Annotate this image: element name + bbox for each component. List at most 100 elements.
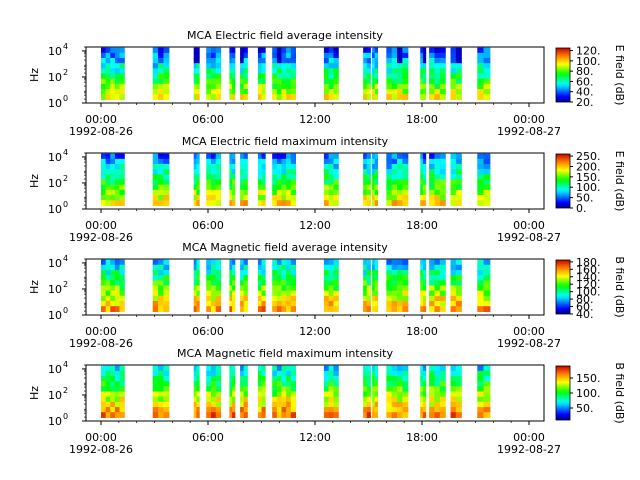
heatmap-cell (114, 58, 121, 64)
heatmap-cell (323, 306, 330, 312)
heatmap-cell (119, 391, 125, 398)
heatmap-cell (366, 158, 371, 165)
heatmap-cell (450, 68, 457, 75)
heatmap-cell (152, 280, 159, 287)
heatmap-cell (363, 164, 368, 170)
heatmap-cell (374, 83, 379, 90)
heatmap-cell (240, 295, 245, 302)
heatmap-cell (206, 285, 212, 292)
heatmap-cell (196, 295, 200, 302)
heatmap-cell (420, 280, 424, 287)
heatmap-cell (420, 370, 424, 377)
heatmap-cell (101, 401, 107, 408)
heatmap-cell (386, 407, 393, 413)
heatmap-cell (290, 52, 296, 59)
heatmap-cell (229, 195, 233, 201)
heatmap-cell (215, 376, 222, 382)
heatmap-cell (163, 83, 170, 90)
heatmap-cell (483, 153, 491, 160)
heatmap-cell (215, 401, 222, 408)
heatmap-cell (281, 376, 287, 382)
heatmap-cell (193, 189, 197, 196)
heatmap-cell (276, 376, 283, 382)
heatmap-cell (163, 164, 170, 170)
heatmap-cell (101, 370, 107, 377)
y-tick-exponent: 0 (63, 412, 68, 421)
heatmap-cell (215, 290, 222, 297)
heatmap-cell (232, 391, 236, 398)
heatmap-cell (240, 89, 245, 95)
heatmap-cell (240, 301, 245, 307)
heatmap-cell (272, 200, 278, 206)
heatmap-cell (290, 179, 296, 186)
heatmap-cell (110, 89, 116, 95)
heatmap-cell (286, 52, 292, 59)
heatmap-cell (243, 52, 248, 59)
heatmap-cell (152, 270, 159, 276)
heatmap-cell (240, 189, 245, 196)
heatmap-cell (158, 295, 165, 302)
colorbar-tick-label: 250. (576, 150, 601, 163)
heatmap-cell (101, 259, 107, 266)
heatmap-cell (240, 184, 245, 191)
heatmap-cell (206, 83, 212, 90)
heatmap-cell (455, 179, 462, 186)
heatmap-cell (286, 270, 292, 276)
heatmap-cell (333, 401, 339, 408)
heatmap-cell (114, 365, 121, 372)
heatmap-cell (391, 83, 398, 90)
heatmap-cell (257, 370, 263, 377)
heatmap-cell (477, 52, 485, 59)
heatmap-cell (439, 376, 446, 382)
heatmap-cell (240, 52, 245, 59)
heatmap-cell (477, 306, 485, 312)
heatmap-cell (328, 169, 335, 175)
heatmap-cell (386, 264, 393, 271)
heatmap-cell (210, 89, 217, 95)
y-axis-label: Hz (28, 68, 41, 82)
heatmap-cell (281, 153, 287, 160)
heatmap-cell (366, 200, 371, 206)
heatmap-cell (397, 275, 403, 281)
heatmap-cell (422, 184, 427, 191)
heatmap-cell (261, 83, 266, 90)
heatmap-cell (366, 270, 371, 276)
heatmap-cell (439, 391, 446, 398)
heatmap-cell (243, 200, 248, 206)
heatmap-cell (276, 73, 283, 80)
heatmap-cell (158, 94, 165, 100)
heatmap-cell (215, 184, 222, 191)
heatmap-cell (261, 184, 266, 191)
heatmap-cell (163, 264, 170, 271)
data-block (386, 365, 409, 418)
data-block (386, 259, 409, 312)
heatmap-cell (328, 280, 335, 287)
colorbar-tick-label: 100. (576, 181, 601, 194)
heatmap-cell (323, 47, 330, 54)
heatmap-cell (229, 63, 233, 69)
heatmap-cell (323, 89, 330, 95)
y-tick-exponent: 0 (63, 94, 68, 103)
heatmap-cell (363, 270, 368, 276)
heatmap-cell (391, 412, 398, 418)
heatmap-cell (210, 396, 217, 403)
heatmap-cell (422, 290, 427, 297)
heatmap-cell (323, 381, 330, 387)
heatmap-cell (420, 52, 424, 59)
heatmap-cell (105, 174, 111, 181)
heatmap-cell (363, 370, 368, 377)
heatmap-cell (386, 68, 393, 75)
heatmap-cell (210, 164, 217, 170)
heatmap-cell (402, 179, 409, 186)
heatmap-cell (232, 89, 236, 95)
heatmap-cell (206, 301, 212, 307)
data-block (477, 153, 491, 206)
heatmap-cell (281, 200, 287, 206)
heatmap-cell (328, 52, 335, 59)
heatmap-cell (210, 184, 217, 191)
heatmap-cell (374, 174, 379, 181)
heatmap-cell (152, 401, 159, 408)
data-block (257, 153, 266, 206)
heatmap-cell (286, 189, 292, 196)
data-block (193, 365, 200, 418)
